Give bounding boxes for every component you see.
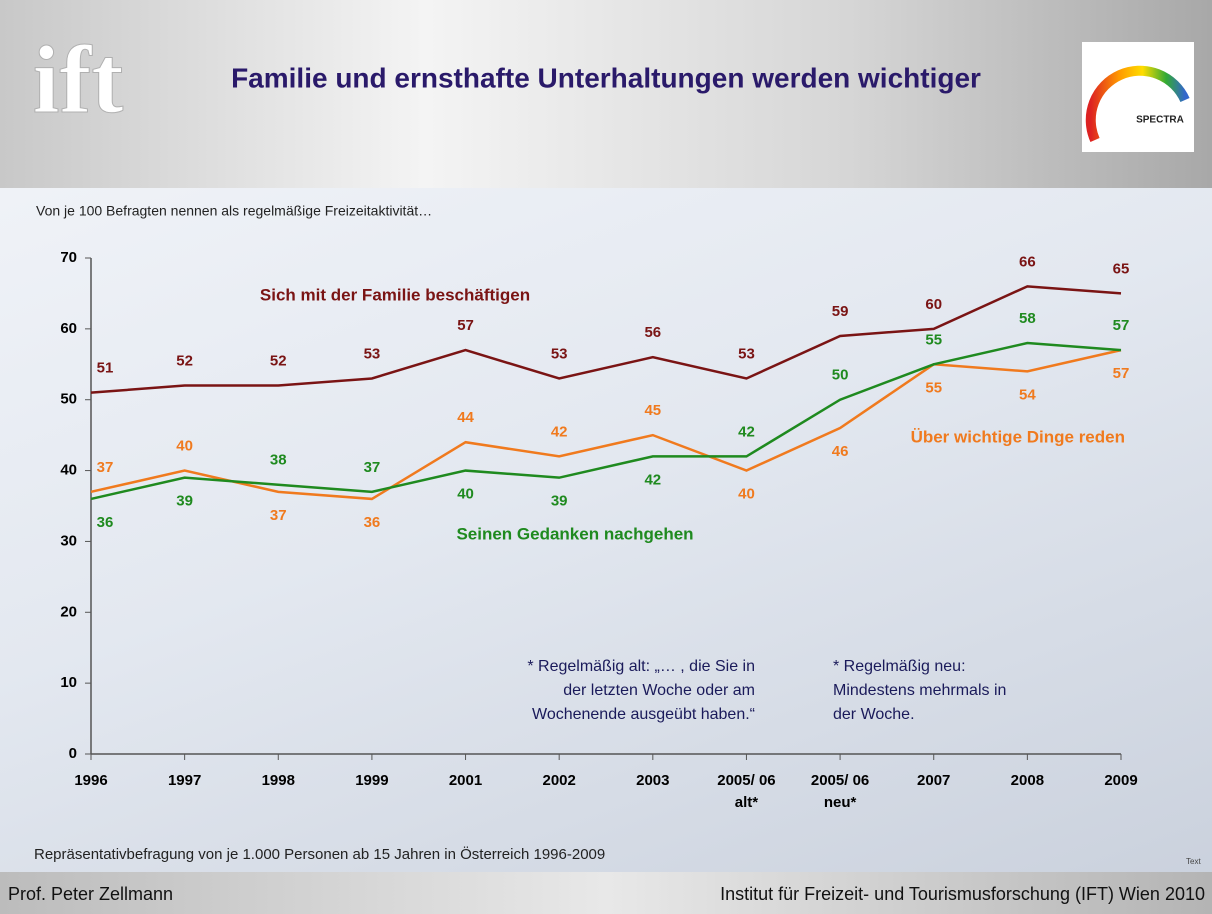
note: der letzten Woche oder am: [563, 682, 755, 699]
x-tick-label: 2005/ 06 alt*: [717, 772, 776, 811]
x-tick-label: 2007: [917, 772, 951, 789]
value-label: 51: [97, 360, 114, 377]
value-label: 58: [1019, 310, 1036, 327]
logo: ift: [33, 26, 124, 133]
note: * Regelmäßig alt: „… , die Sie in: [527, 658, 755, 675]
x-tick-label: 1998: [261, 772, 295, 789]
value-label: 53: [364, 345, 381, 362]
value-label: 40: [457, 486, 474, 503]
x-tick-label: 2002: [542, 772, 576, 789]
source: Repräsentativbefragung von je 1.000 Pers…: [34, 845, 605, 863]
note: * Regelmäßig neu:: [833, 658, 966, 675]
x-tick-label: 2009: [1104, 772, 1138, 789]
subtitle: Von je 100 Befragten nennen als regelmäß…: [36, 203, 432, 219]
value-label: 59: [832, 303, 849, 320]
y-tick-label: 10: [60, 674, 77, 691]
value-label: 40: [738, 486, 755, 503]
line: [90, 348, 1122, 501]
line: [90, 341, 1122, 501]
author: Prof. Peter Zellmann: [8, 884, 173, 904]
x-tick-label: 1999: [355, 772, 389, 789]
value-label: 46: [832, 443, 849, 460]
value-label: 40: [176, 438, 193, 455]
header-bg: [0, 0, 1212, 188]
value-label: 52: [270, 353, 287, 370]
value-label: 45: [644, 402, 661, 419]
value-label: 37: [270, 507, 287, 524]
x-tick-label: 1996: [74, 772, 108, 789]
x-tick-label: 2005/ 06 neu*: [810, 772, 870, 811]
note: Wochenende ausgeübt haben.“: [532, 706, 755, 723]
value-label: 57: [1113, 365, 1130, 382]
corner-text: Text: [1186, 857, 1201, 866]
y-tick-label: 0: [69, 745, 77, 762]
note: der Woche.: [833, 706, 915, 723]
value-label: 55: [925, 331, 942, 348]
x-tick-label: 2008: [1010, 772, 1045, 789]
y-tick-label: 20: [60, 603, 77, 620]
value-label: 52: [176, 353, 193, 370]
y-tick-label: 70: [60, 249, 77, 266]
value-label: 44: [457, 409, 474, 426]
badge-text: SPECTRA: [1136, 115, 1184, 126]
value-label: 42: [738, 423, 755, 440]
series-label: Über wichtige Dinge reden: [911, 427, 1125, 446]
value-label: 55: [925, 379, 942, 396]
value-label: 39: [176, 493, 193, 510]
value-label: 36: [97, 514, 114, 531]
value-label: 53: [551, 345, 568, 362]
y-tick-label: 50: [60, 391, 77, 408]
line: [90, 285, 1122, 394]
value-label: 54: [1019, 386, 1036, 403]
value-label: 37: [97, 459, 114, 476]
note: Mindestens mehrmals in: [833, 682, 1006, 699]
value-label: 57: [1113, 317, 1130, 334]
y-tick-label: 60: [60, 320, 77, 337]
value-label: 39: [551, 493, 568, 510]
series-label: Sich mit der Familie beschäftigen: [260, 285, 530, 304]
value-label: 42: [551, 423, 568, 440]
value-label: 66: [1019, 253, 1036, 270]
value-label: 37: [364, 459, 381, 476]
x-tick-label: 1997: [167, 772, 202, 789]
value-label: 56: [644, 324, 661, 341]
x-tick-label: 2003: [636, 772, 670, 789]
value-label: 50: [832, 367, 849, 384]
value-label: 65: [1113, 260, 1130, 277]
value-label: 57: [457, 317, 474, 334]
value-label: 60: [925, 296, 942, 313]
y-tick-label: 30: [60, 532, 77, 549]
value-label: 36: [364, 514, 381, 531]
series-label: Seinen Gedanken nachgehen: [456, 524, 693, 543]
chart-title: Familie und ernsthafte Unterhaltungen we…: [231, 62, 981, 93]
x-tick-label: 2001: [448, 772, 483, 789]
value-label: 42: [644, 471, 661, 488]
footer-bg: [0, 872, 1212, 914]
value-label: 38: [270, 452, 287, 469]
y-tick-label: 40: [60, 462, 77, 479]
badge-arc: [1085, 65, 1190, 143]
value-label: 53: [738, 345, 755, 362]
institute: Institut für Freizeit- und Tourismusfors…: [720, 884, 1205, 904]
